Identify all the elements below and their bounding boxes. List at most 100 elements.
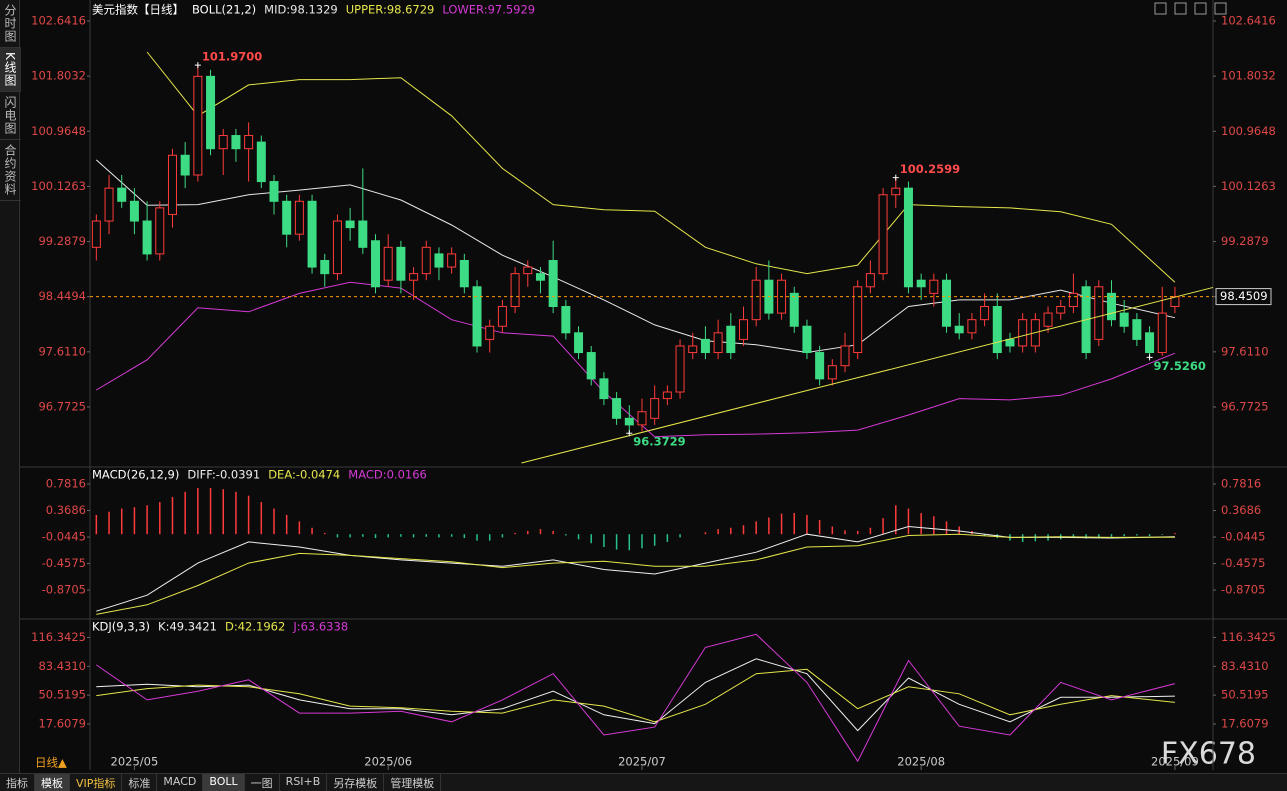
candle-body: [307, 200, 317, 268]
candle-body: [497, 306, 507, 327]
last-price-label: 98.4509: [1220, 289, 1268, 303]
candle-body: [117, 187, 127, 202]
candle-body: [371, 240, 381, 288]
toolbar-tab[interactable]: 指标: [0, 774, 35, 791]
candle-body: [396, 246, 406, 281]
indicator-line: [96, 668, 1175, 723]
y-tick-label-right: 116.3425: [1221, 630, 1276, 644]
candle-body: [409, 273, 419, 281]
extreme-marker: [626, 430, 633, 437]
y-tick-label-right: 102.6416: [1221, 14, 1276, 28]
y-tick-label: 96.7725: [38, 399, 86, 413]
sidebar-tab[interactable]: 分时图: [0, 0, 21, 48]
toolbar-tab[interactable]: VIP指标: [70, 774, 123, 791]
y-tick-label: 97.6110: [38, 344, 86, 358]
y-tick-label: 0.3686: [46, 503, 86, 517]
y-tick-label-right: 100.9648: [1221, 124, 1276, 138]
candle-body: [256, 141, 266, 183]
candle-body: [535, 273, 545, 281]
candle-body: [1157, 312, 1167, 354]
toolbar-tab[interactable]: BOLL: [203, 774, 245, 791]
candle-body: [967, 319, 977, 334]
candle-body: [853, 286, 863, 354]
toolbar-tab[interactable]: 管理模板: [384, 774, 442, 791]
x-tick-label: 2025/06: [364, 755, 412, 769]
y-tick-label-right: 50.5195: [1221, 688, 1269, 702]
candle-body: [675, 345, 685, 393]
candle-body: [155, 207, 165, 255]
toolbar-tab[interactable]: 另存模板: [327, 774, 385, 791]
y-tick-label-right: 99.2879: [1221, 234, 1269, 248]
indicator-line: [96, 533, 1175, 615]
candle-body: [231, 135, 241, 150]
y-tick-label: 17.6079: [38, 716, 86, 730]
indicator-line: [95, 159, 1176, 354]
trend-line: [521, 286, 1214, 464]
candle-body: [1132, 319, 1142, 340]
sidebar-tab[interactable]: K线图: [0, 48, 21, 92]
sidebar-tab[interactable]: 合约资料: [0, 140, 21, 201]
toolbar: 指标 模板 VIP指标 标准 MACD BOLL 一图 RSI+B 另存模板 管理模板: [0, 773, 1287, 791]
last-price-tag: [1215, 288, 1272, 306]
candle-body: [485, 325, 495, 340]
candle-body: [637, 411, 647, 426]
y-tick-label: 0.7816: [46, 477, 86, 491]
candle-body: [1119, 312, 1129, 327]
candle-body: [358, 220, 368, 248]
x-tick-label: 2025/07: [618, 755, 666, 769]
candle-body: [1005, 338, 1015, 347]
legend-entry: MID:98.1329: [264, 3, 338, 17]
candle-body: [916, 279, 926, 288]
y-tick-label: -0.8705: [42, 583, 86, 597]
candle-body: [142, 220, 152, 255]
candle-body: [980, 306, 990, 321]
extreme-label: 100.2599: [900, 162, 960, 176]
y-tick-label: 50.5195: [38, 688, 86, 702]
toolbar-tab[interactable]: RSI+B: [280, 774, 328, 791]
toolbar-tab[interactable]: 模板: [35, 774, 70, 791]
candle-body: [1018, 319, 1028, 347]
sidebar-tab[interactable]: 闪电图: [0, 92, 21, 140]
y-tick-label-right: 17.6079: [1221, 716, 1269, 730]
y-tick-label-right: 0.7816: [1221, 477, 1261, 491]
chart: 日线▲ FX678 102.6416 102.6416 101.8032 101.80…: [20, 0, 1287, 772]
candle-body: [789, 292, 799, 327]
y-tick-label-right: 97.6110: [1221, 344, 1269, 358]
y-tick-label: -0.0445: [42, 530, 86, 544]
candle-body: [1145, 332, 1155, 354]
candle-body: [320, 259, 330, 275]
candle-body: [180, 154, 190, 176]
panel-title: 美元指数【日线】: [92, 3, 184, 17]
candle-body: [954, 325, 964, 334]
legend-entry: DEA:-0.0474: [268, 468, 340, 482]
legend-entry: K:49.3421: [158, 620, 217, 634]
y-tick-label: 102.6416: [31, 14, 86, 28]
toolbar-tab[interactable]: 标准: [122, 774, 158, 791]
candle-body: [1068, 292, 1078, 308]
y-tick-label-right: 100.1263: [1221, 179, 1276, 193]
candle-body: [91, 220, 101, 248]
legend-entry: J:63.6338: [292, 620, 348, 634]
candle-body: [1056, 306, 1066, 314]
toolbar-tab[interactable]: MACD: [157, 774, 204, 791]
candle-body: [383, 246, 393, 281]
toolbar-tab[interactable]: 一图: [245, 774, 280, 791]
candle-body: [472, 286, 482, 347]
candle-body: [827, 365, 837, 380]
candle-body: [840, 345, 850, 367]
x-tick-label: 2025/09: [1151, 755, 1199, 769]
candle-body: [738, 319, 748, 340]
candle-body: [586, 352, 596, 380]
candle-body: [167, 154, 177, 215]
candle-body: [206, 75, 216, 150]
candle-body: [929, 279, 939, 294]
candle-body: [345, 220, 355, 229]
extreme-marker: [1146, 354, 1153, 361]
period-label[interactable]: 日线▲: [35, 756, 67, 770]
y-tick-label-right: 0.3686: [1221, 503, 1261, 517]
y-tick-label: 99.2879: [38, 234, 86, 248]
y-tick-label: 116.3425: [31, 630, 86, 644]
candle-body: [1170, 296, 1180, 308]
panel-title: MACD(26,12,9): [92, 468, 179, 482]
